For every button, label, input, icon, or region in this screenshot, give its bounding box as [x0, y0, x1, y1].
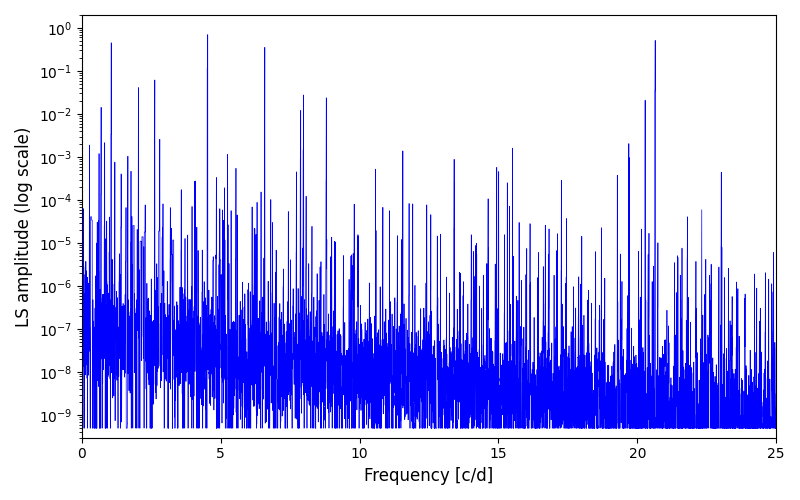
X-axis label: Frequency [c/d]: Frequency [c/d] — [364, 467, 494, 485]
Y-axis label: LS amplitude (log scale): LS amplitude (log scale) — [15, 126, 33, 326]
